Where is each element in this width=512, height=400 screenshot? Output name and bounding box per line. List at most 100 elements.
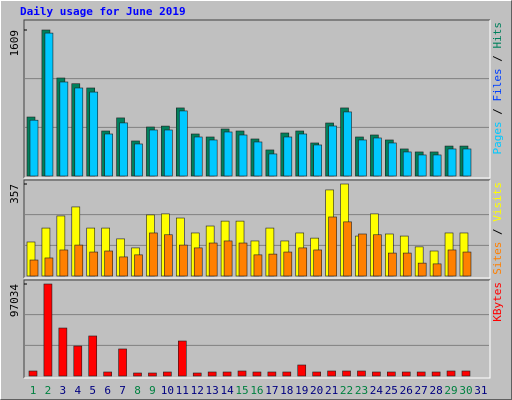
bar xyxy=(207,371,217,377)
bar xyxy=(283,251,293,277)
bar xyxy=(402,151,412,177)
bar xyxy=(462,148,472,177)
bar xyxy=(447,148,457,177)
bar xyxy=(388,252,397,277)
bar xyxy=(163,371,172,377)
bar xyxy=(372,371,381,377)
x-tick-label: 11 xyxy=(176,384,189,397)
bar xyxy=(268,153,278,177)
bar xyxy=(432,154,442,177)
bar xyxy=(44,32,54,177)
bar xyxy=(208,139,218,177)
bar xyxy=(119,122,128,177)
y-tick-label: 357 xyxy=(8,184,21,204)
bar xyxy=(148,372,157,377)
bar xyxy=(59,249,69,277)
x-tick-label: 2 xyxy=(45,384,52,397)
bar xyxy=(237,370,247,377)
x-tick-label: 8 xyxy=(134,384,141,397)
chart-title: Daily usage for June 2019 xyxy=(20,5,186,18)
bar xyxy=(446,370,456,377)
bar xyxy=(358,139,367,177)
x-tick-label: 25 xyxy=(385,384,398,397)
bar xyxy=(178,340,187,377)
bar xyxy=(74,244,84,277)
bar xyxy=(373,137,382,177)
x-tick-label: 29 xyxy=(444,384,457,397)
bar xyxy=(238,134,248,177)
legend: KBytes xyxy=(491,282,504,322)
bar xyxy=(164,234,173,277)
panel-frame xyxy=(23,279,490,378)
bar xyxy=(134,254,143,277)
x-tick-label: 15 xyxy=(235,384,248,397)
bar xyxy=(283,136,293,177)
bar xyxy=(267,371,277,377)
bar xyxy=(343,221,352,277)
bar xyxy=(134,143,143,177)
x-tick-label: 16 xyxy=(250,384,263,397)
legend: Pages / Files / Hits xyxy=(491,22,504,155)
x-tick-label: 10 xyxy=(161,384,174,397)
legend-entry: Pages xyxy=(491,121,504,154)
bar xyxy=(104,133,113,177)
bar xyxy=(402,252,412,277)
x-tick-label: 26 xyxy=(400,384,413,397)
bar xyxy=(58,327,68,377)
legend-entry: Visits xyxy=(491,182,504,222)
bar xyxy=(343,111,352,177)
bar xyxy=(179,110,188,177)
bar xyxy=(373,234,382,277)
bar xyxy=(417,262,427,277)
bar xyxy=(89,91,99,177)
bar xyxy=(328,216,337,277)
bar xyxy=(103,371,112,377)
bar xyxy=(312,371,321,377)
bar xyxy=(298,133,308,177)
bar xyxy=(282,371,292,377)
legend-separator: / xyxy=(491,102,504,122)
bar xyxy=(342,370,351,377)
legend-entry: KBytes xyxy=(491,282,504,322)
bar xyxy=(74,87,84,177)
legend-separator: / xyxy=(491,49,504,69)
x-tick-label: 9 xyxy=(149,384,156,397)
panel xyxy=(24,280,490,378)
bar xyxy=(223,131,233,177)
bar xyxy=(357,370,366,377)
legend-separator: / xyxy=(491,222,504,242)
bar xyxy=(297,364,307,377)
bar xyxy=(447,249,457,277)
bar xyxy=(28,370,38,377)
bar xyxy=(401,371,411,377)
bar xyxy=(432,263,442,277)
y-tick-label: 97034 xyxy=(8,284,21,317)
bar xyxy=(73,345,83,377)
bar xyxy=(193,136,203,177)
panel-frame xyxy=(23,19,490,178)
legend: Sites / Visits xyxy=(491,182,504,275)
x-tick-label: 17 xyxy=(265,384,278,397)
x-tick-label: 5 xyxy=(89,384,96,397)
x-tick-label: 19 xyxy=(295,384,308,397)
x-tick-label: 28 xyxy=(429,384,442,397)
bar xyxy=(417,154,427,177)
x-tick-label: 14 xyxy=(220,384,234,397)
x-tick-label: 27 xyxy=(415,384,428,397)
x-tick-label: 18 xyxy=(280,384,293,397)
bar xyxy=(29,259,39,277)
bar xyxy=(253,254,263,277)
bar xyxy=(192,372,202,377)
legend-entry: Sites xyxy=(491,242,504,275)
panel-frame xyxy=(24,20,491,179)
bar xyxy=(313,144,322,177)
bar xyxy=(29,119,39,177)
x-tick-label: 7 xyxy=(119,384,126,397)
x-tick-label: 12 xyxy=(191,384,204,397)
bar xyxy=(431,371,441,377)
bar xyxy=(133,372,142,377)
x-tick-label: 20 xyxy=(310,384,323,397)
bar xyxy=(416,371,426,377)
